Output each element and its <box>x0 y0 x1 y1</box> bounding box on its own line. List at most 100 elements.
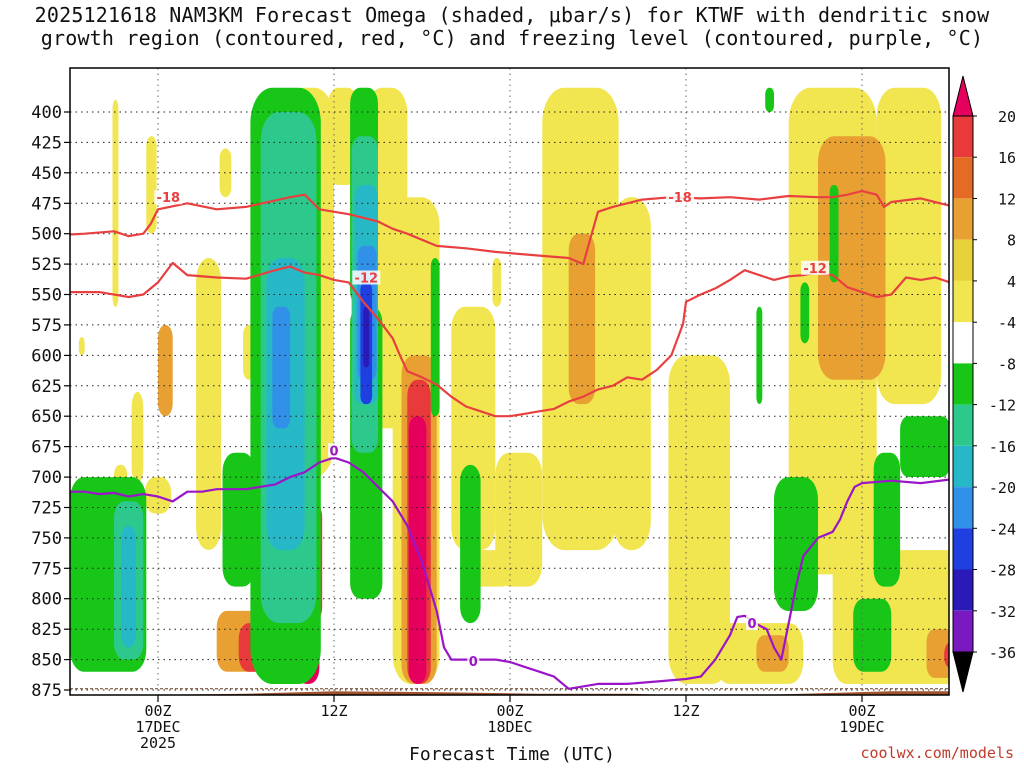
gridlines <box>70 68 949 695</box>
colorbar-band-12 <box>953 610 973 652</box>
contour-line-0 <box>70 190 949 266</box>
contour-label-6: 0 <box>747 617 756 632</box>
omega-yellow-e <box>196 258 221 550</box>
omega-green-f <box>430 258 440 417</box>
omega-orange-c <box>568 233 596 405</box>
omega-green-i <box>765 87 774 112</box>
colorbar-bottom-arrow <box>952 651 974 693</box>
omega-green-j <box>800 282 810 344</box>
y-tick-label-525: 525 <box>31 255 62 275</box>
colorbar-label-6: -8 <box>998 355 1016 373</box>
contour-label-bg-4 <box>328 443 340 458</box>
omega-yellow-w <box>78 337 85 356</box>
contour-label-bg-1 <box>666 190 695 205</box>
x-tick-label-24-2: 2025 <box>140 734 176 752</box>
y-axis: 400 425 450 475 500 525 550 575 600 625 650 675 700 7… <box>31 103 70 701</box>
omega-cyan-c <box>121 525 136 648</box>
x-tick-label-24-0: 00Z <box>144 702 171 720</box>
y-tick-label-625: 625 <box>31 377 62 397</box>
y-tick-label-825: 825 <box>31 620 62 640</box>
title-line-1: 2025121618 NAM3KM Forecast Omega (shaded… <box>34 3 990 27</box>
colorbar-label-5: -4 <box>998 314 1016 332</box>
omega-green-l <box>900 416 949 477</box>
contour-line-4 <box>70 456 949 690</box>
omega-red-d <box>944 642 949 669</box>
colorbar-band-11 <box>953 569 973 611</box>
credit-text: coolwx.com/models <box>860 744 1014 762</box>
colorbar-label-7: -12 <box>989 397 1016 415</box>
contour-label-bg-2 <box>352 270 381 285</box>
omega-green-g <box>460 464 481 624</box>
colorbar-label-3: 8 <box>1007 232 1016 250</box>
omega-orange-h <box>926 629 949 678</box>
colorbar-label-13: -36 <box>989 644 1016 662</box>
contour-label-5: 0 <box>469 655 478 670</box>
omega-orange-a <box>158 324 173 417</box>
colorbar-label-8: -16 <box>989 438 1016 456</box>
x-tick-label-72-1: 19DEC <box>839 718 884 736</box>
omega-navy-a <box>363 306 370 368</box>
omega-yellow-f <box>144 477 172 514</box>
omega-green-m <box>853 598 892 672</box>
y-tick-label-450: 450 <box>31 164 62 184</box>
colorbar-band-3 <box>953 239 973 281</box>
colorbar-band-5 <box>953 322 973 364</box>
y-tick-label-475: 475 <box>31 194 62 214</box>
x-tick-label-36-0: 12Z <box>320 702 347 720</box>
x-axis-title: Forecast Time (UTC) <box>409 744 615 765</box>
omega-yellow-o <box>612 197 651 551</box>
omega-yellow-s <box>876 87 942 405</box>
colorbar-band-7 <box>953 404 973 446</box>
colorbar-label-9: -20 <box>989 479 1016 497</box>
y-tick-label-650: 650 <box>31 407 62 427</box>
colorbar-label-10: -24 <box>989 520 1016 538</box>
x-tick-label-48-0: 00Z <box>496 702 523 720</box>
x-tick-label-60-0: 12Z <box>672 702 699 720</box>
contour-line-2 <box>70 261 949 418</box>
omega-green-n <box>756 306 763 404</box>
y-tick-label-725: 725 <box>31 499 62 519</box>
colorbar-top-arrow <box>952 75 974 117</box>
colorbar-band-2 <box>953 198 973 240</box>
contour-label-bg-0 <box>154 190 183 205</box>
y-tick-label-550: 550 <box>31 286 62 306</box>
colorbar-label-0: 20 <box>998 108 1016 126</box>
y-tick-label-425: 425 <box>31 133 62 153</box>
contour-label-1: -18 <box>668 191 692 206</box>
chart-title: 2025121618 NAM3KM Forecast Omega (shaded… <box>0 4 1024 50</box>
omega-blue-b <box>272 306 290 429</box>
y-tick-label-575: 575 <box>31 316 62 336</box>
colorbar-band-0 <box>953 116 973 158</box>
temperature-contours: -18 -18 -12 -12 0 0 0 <box>70 190 949 690</box>
terrain-fill <box>134 691 949 695</box>
omega-yellow-p <box>668 355 730 684</box>
contour-label-bg-6 <box>746 616 758 631</box>
colorbar: 20 16 12 8 4 -4 -8 -12 -16 -20 -24 -28 -32 -36 <box>952 75 1016 693</box>
colorbar-band-10 <box>953 528 973 570</box>
y-tick-label-875: 875 <box>31 681 62 701</box>
omega-green-e <box>222 452 255 587</box>
colorbar-band-8 <box>953 445 973 487</box>
contour-label-4: 0 <box>329 444 338 459</box>
colorbar-label-4: 4 <box>1007 273 1016 291</box>
contour-label-3: -12 <box>803 262 827 277</box>
y-tick-label-500: 500 <box>31 225 62 245</box>
y-tick-label-700: 700 <box>31 468 62 488</box>
title-line-2: growth region (contoured, red, °C) and f… <box>40 26 984 50</box>
x-tick-label-48-1: 18DEC <box>487 718 532 736</box>
y-tick-label-800: 800 <box>31 590 62 610</box>
omega-green-h <box>774 477 818 611</box>
y-tick-label-400: 400 <box>31 103 62 123</box>
contour-label-bg-3 <box>801 260 830 275</box>
x-tick-label-72-0: 00Z <box>848 702 875 720</box>
contour-label-2: -12 <box>355 272 379 287</box>
omega-yellow-b <box>146 136 157 234</box>
contour-label-bg-5 <box>467 653 480 668</box>
colorbar-label-1: 16 <box>998 149 1016 167</box>
colorbar-band-1 <box>953 157 973 199</box>
colorbar-band-9 <box>953 487 973 529</box>
x-tick-label-24-1: 17DEC <box>135 718 180 736</box>
terrain-ground <box>70 688 949 695</box>
colorbar-band-4 <box>953 280 973 323</box>
